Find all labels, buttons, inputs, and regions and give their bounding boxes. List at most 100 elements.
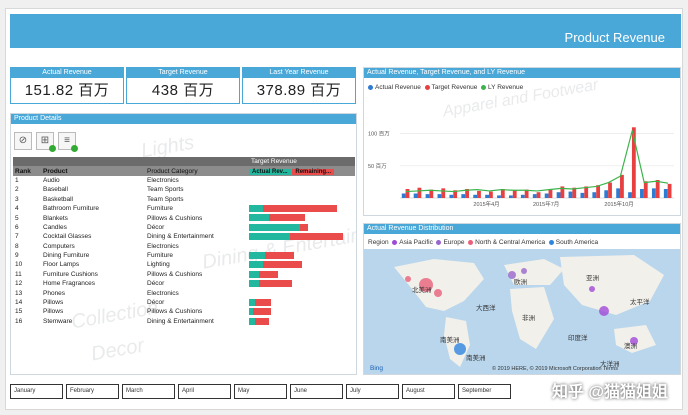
target-revenue-bar[interactable]	[548, 189, 553, 198]
actual-revenue-bar[interactable]	[249, 298, 256, 306]
map-bubble[interactable]	[419, 278, 433, 292]
target-revenue-bar[interactable]	[560, 186, 565, 198]
actual-revenue-bar[interactable]	[651, 188, 656, 198]
table-row[interactable]: 2 Baseball Team Sports	[13, 185, 355, 194]
actual-revenue-bar[interactable]	[663, 189, 668, 198]
remaining-revenue-bar[interactable]	[259, 280, 292, 288]
target-revenue-bar[interactable]	[584, 186, 589, 198]
target-revenue-bar[interactable]	[500, 189, 505, 198]
target-revenue-bar[interactable]	[453, 190, 458, 198]
remaining-revenue-bar[interactable]	[263, 204, 337, 212]
add-list-icon[interactable]: ≡	[58, 132, 78, 152]
target-revenue-bar[interactable]	[488, 191, 493, 198]
remaining-revenue-bar[interactable]	[255, 298, 272, 306]
remaining-revenue-bar[interactable]	[269, 214, 306, 222]
table-row[interactable]: 8 Computers Electronics	[13, 242, 355, 251]
actual-revenue-bar[interactable]	[556, 192, 561, 198]
table-row[interactable]: 11 Furniture Cushions Pillows & Cushions	[13, 270, 355, 279]
actual-revenue-bar[interactable]	[473, 194, 478, 198]
actual-revenue-bar[interactable]	[425, 194, 430, 198]
map-copyright[interactable]: © 2019 HERE, © 2019 Microsoft Corporatio…	[492, 366, 619, 372]
map-bubble[interactable]	[589, 286, 595, 292]
target-revenue-header[interactable]: Target Revenue	[249, 157, 355, 167]
legend-item[interactable]: LY Revenue	[488, 84, 524, 91]
add-table-icon[interactable]: ⊞	[36, 132, 56, 152]
actual-revenue-bar[interactable]	[413, 193, 418, 199]
table-row[interactable]: 9 Dining Furniture Furniture	[13, 251, 355, 260]
map-bubble[interactable]	[630, 337, 638, 345]
actual-revenue-bar[interactable]	[249, 214, 270, 222]
actual-revenue-bar[interactable]	[249, 204, 264, 212]
actual-revenue-bar[interactable]	[249, 223, 300, 231]
legend-item[interactable]: Actual Revenue	[375, 84, 421, 91]
remaining-revenue-bar[interactable]	[300, 223, 309, 231]
kpi-last-year-revenue[interactable]: Last Year Revenue 378.89 百万	[242, 67, 356, 104]
table-row[interactable]: 6 Candles Décor	[13, 223, 355, 232]
actual-revenue-chip[interactable]: Actual Rev...	[249, 168, 291, 175]
table-row[interactable]: 16 Stemware Dining & Entertainment	[13, 317, 355, 326]
table-row[interactable]: 5 Blankets Pillows & Cushions	[13, 213, 355, 222]
actual-revenue-bar[interactable]	[249, 280, 260, 288]
actual-revenue-bar[interactable]	[249, 308, 254, 316]
target-revenue-bar[interactable]	[512, 190, 517, 198]
actual-revenue-bar[interactable]	[461, 194, 466, 198]
table-row[interactable]: 14 Pillows Décor	[13, 298, 355, 307]
map-bubble[interactable]	[599, 306, 609, 316]
target-revenue-bar[interactable]	[417, 187, 422, 198]
map-bubble[interactable]	[521, 268, 527, 274]
actual-revenue-bar[interactable]	[532, 194, 537, 198]
month-button[interactable]: May	[234, 384, 287, 399]
target-revenue-bar[interactable]	[429, 189, 434, 198]
legend-item[interactable]: Target Revenue	[431, 84, 478, 91]
map-bubble[interactable]	[508, 271, 516, 279]
actual-revenue-bar[interactable]	[249, 233, 290, 241]
month-button[interactable]: August	[402, 384, 455, 399]
actual-revenue-bar[interactable]	[616, 188, 621, 198]
actual-revenue-bar[interactable]	[509, 195, 513, 198]
table-row[interactable]: 1 Audio Electronics	[13, 176, 355, 185]
target-revenue-bar[interactable]	[524, 189, 529, 198]
region-item[interactable]: South America	[555, 239, 599, 246]
table-row[interactable]: 10 Floor Lamps Lighting	[13, 260, 355, 269]
world-map[interactable]	[364, 249, 681, 375]
table-row[interactable]: 15 Pillows Pillows & Cushions	[13, 307, 355, 316]
target-revenue-bar[interactable]	[596, 185, 601, 198]
map-bubble[interactable]	[454, 343, 466, 355]
filter-icon[interactable]: ⊘	[14, 132, 32, 150]
table-row[interactable]: 4 Bathroom Furniture Furniture	[13, 204, 355, 213]
actual-revenue-bar[interactable]	[249, 270, 260, 278]
actual-revenue-bar[interactable]	[401, 193, 406, 199]
remaining-revenue-bar[interactable]	[255, 317, 270, 325]
remaining-revenue-bar[interactable]	[265, 251, 294, 259]
category-header[interactable]: Product Category	[145, 166, 249, 176]
kpi-target-revenue[interactable]: Target Revenue 438 百万	[126, 67, 240, 104]
target-revenue-bar[interactable]	[572, 187, 577, 198]
remaining-revenue-bar[interactable]	[253, 308, 272, 316]
actual-revenue-bar[interactable]	[497, 195, 501, 198]
target-revenue-bar[interactable]	[631, 127, 636, 198]
target-revenue-bar[interactable]	[643, 181, 648, 198]
month-button[interactable]: January	[10, 384, 63, 399]
actual-revenue-bar[interactable]	[249, 251, 266, 259]
actual-revenue-bar[interactable]	[640, 189, 644, 198]
table-row[interactable]: 12 Home Fragrances Décor	[13, 279, 355, 288]
month-button[interactable]: September	[458, 384, 511, 399]
actual-revenue-bar[interactable]	[544, 193, 549, 199]
target-revenue-bar[interactable]	[405, 189, 410, 198]
actual-revenue-bar[interactable]	[628, 192, 632, 198]
actual-revenue-bar[interactable]	[437, 194, 442, 198]
target-revenue-bar[interactable]	[655, 180, 660, 198]
actual-revenue-bar[interactable]	[580, 192, 585, 198]
target-revenue-bar[interactable]	[536, 192, 541, 198]
actual-revenue-bar[interactable]	[604, 190, 609, 198]
actual-revenue-bar[interactable]	[249, 317, 256, 325]
actual-revenue-bar[interactable]	[592, 192, 597, 198]
target-revenue-bar[interactable]	[477, 190, 481, 198]
target-revenue-bar[interactable]	[620, 174, 624, 198]
month-button[interactable]: July	[346, 384, 399, 399]
actual-revenue-bar[interactable]	[520, 194, 525, 198]
remaining-revenue-bar[interactable]	[259, 270, 278, 278]
kpi-actual-revenue[interactable]: Actual Revenue 151.82 百万	[10, 67, 124, 104]
region-item[interactable]: Europe	[443, 239, 465, 246]
table-row[interactable]: 13 Phones Electronics	[13, 288, 355, 297]
